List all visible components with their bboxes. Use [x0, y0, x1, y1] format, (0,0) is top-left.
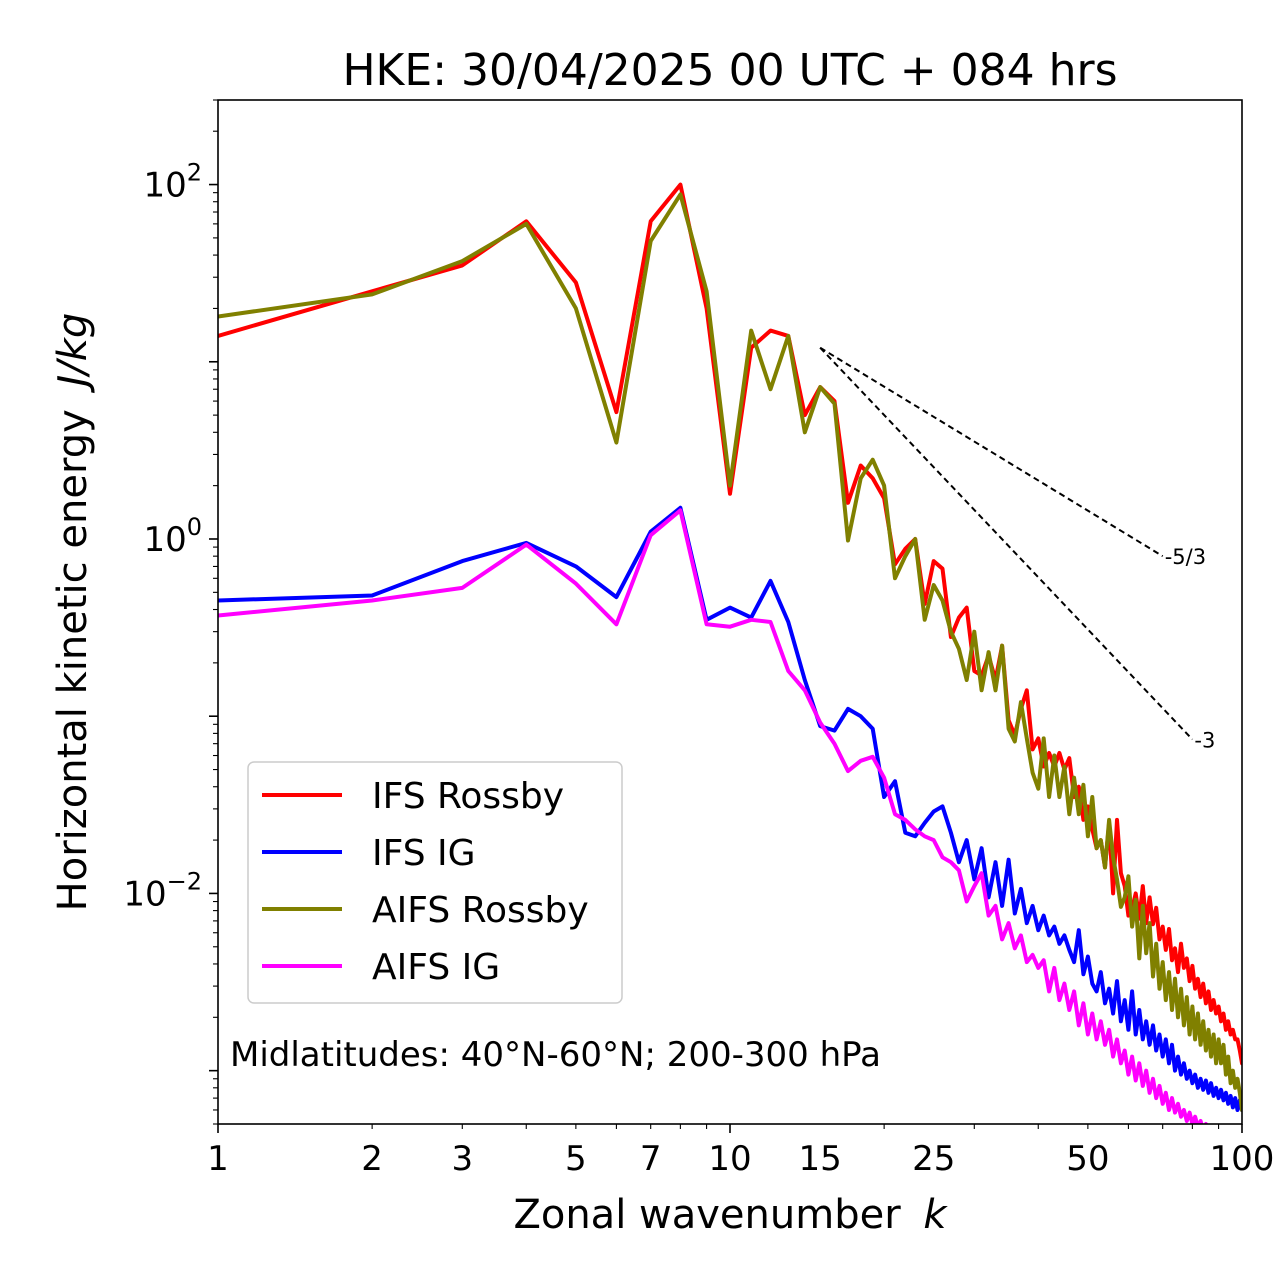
x-tick-label: 3 [451, 1139, 473, 1179]
y-axis-label: Horizontal kinetic energy J/kg [50, 313, 96, 912]
x-tick-label: 2 [361, 1139, 383, 1179]
series-line-aifs-rossby [218, 192, 1242, 1112]
y-tick-label: 10−2 [123, 867, 202, 914]
legend-label-ifs-ig: IFS IG [372, 833, 476, 874]
x-tick-label: 100 [1210, 1139, 1275, 1179]
legend-label-aifs-ig: AIFS IG [372, 947, 500, 988]
chart-title: HKE: 30/04/2025 00 UTC + 084 hrs [342, 45, 1117, 96]
legend-box [247, 761, 623, 1004]
x-tick-label: 25 [912, 1139, 955, 1179]
x-tick-label: 5 [565, 1139, 587, 1179]
x-axis-label: Zonal wavenumber k [513, 1192, 948, 1238]
reference-line-minus-3 [819, 347, 1194, 741]
series-line-ifs-ig [218, 505, 1242, 1112]
reference-label-minus-5-3: -5/3 [1165, 545, 1206, 569]
legend-label-ifs-rossby: IFS Rossby [372, 776, 564, 817]
y-tick-label: 100 [143, 513, 202, 560]
x-tick-label: 50 [1066, 1139, 1109, 1179]
x-tick-label: 15 [799, 1139, 842, 1179]
x-axis-ticks: 1 2 3 5 7 10 15 25 50 100 [207, 1124, 1274, 1179]
legend: IFS Rossby IFS IG AIFS Rossby AIFS IG [247, 761, 623, 1004]
reference-line-minus-5-3 [819, 346, 1164, 558]
y-tick-label: 102 [143, 159, 202, 206]
x-tick-label: 1 [207, 1139, 229, 1179]
x-axis-label-var: k [923, 1192, 948, 1238]
x-axis-label-text: Zonal wavenumber [513, 1192, 901, 1238]
series-group [218, 182, 1242, 1124]
x-tick-label: 7 [640, 1139, 662, 1179]
y-axis-ticks: 10−2 100 102 [123, 99, 218, 1125]
y-axis-label-unit: J/kg [50, 313, 96, 394]
series-line-aifs-ig [218, 508, 1209, 1124]
x-tick-label: 10 [708, 1139, 751, 1179]
region-annotation: Midlatitudes: 40°N-60°N; 200-300 hPa [230, 1035, 881, 1075]
y-axis-label-text: Horizontal kinetic energy [50, 409, 96, 911]
reference-label-minus-3: -3 [1194, 728, 1215, 752]
reference-lines: -5/3 -3 [819, 346, 1215, 752]
legend-label-aifs-rossby: AIFS Rossby [372, 890, 589, 931]
